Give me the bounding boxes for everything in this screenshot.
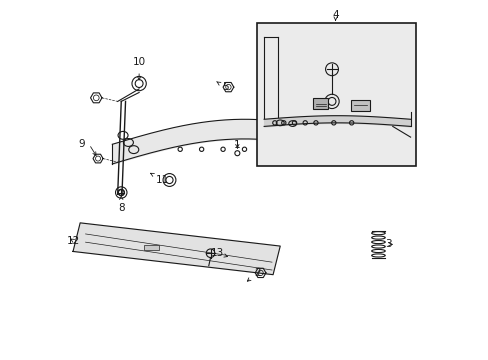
Text: 13: 13 [210, 248, 227, 258]
Bar [257, 23, 415, 166]
FancyBboxPatch shape [313, 98, 328, 109]
Text: 2: 2 [247, 268, 260, 281]
Text: 5: 5 [216, 82, 228, 92]
Text: 6: 6 [300, 98, 313, 109]
Text: 11: 11 [150, 173, 169, 185]
Text: 4: 4 [332, 10, 338, 20]
Bar [144, 246, 159, 249]
Polygon shape [73, 223, 280, 275]
Text: 8: 8 [118, 203, 124, 213]
Text: 1: 1 [234, 140, 240, 150]
Text: 3: 3 [385, 239, 391, 249]
FancyBboxPatch shape [350, 100, 369, 111]
Text: 7: 7 [368, 100, 377, 111]
Text: 10: 10 [132, 58, 145, 67]
Text: 9: 9 [79, 139, 85, 149]
Text: 12: 12 [67, 236, 80, 246]
